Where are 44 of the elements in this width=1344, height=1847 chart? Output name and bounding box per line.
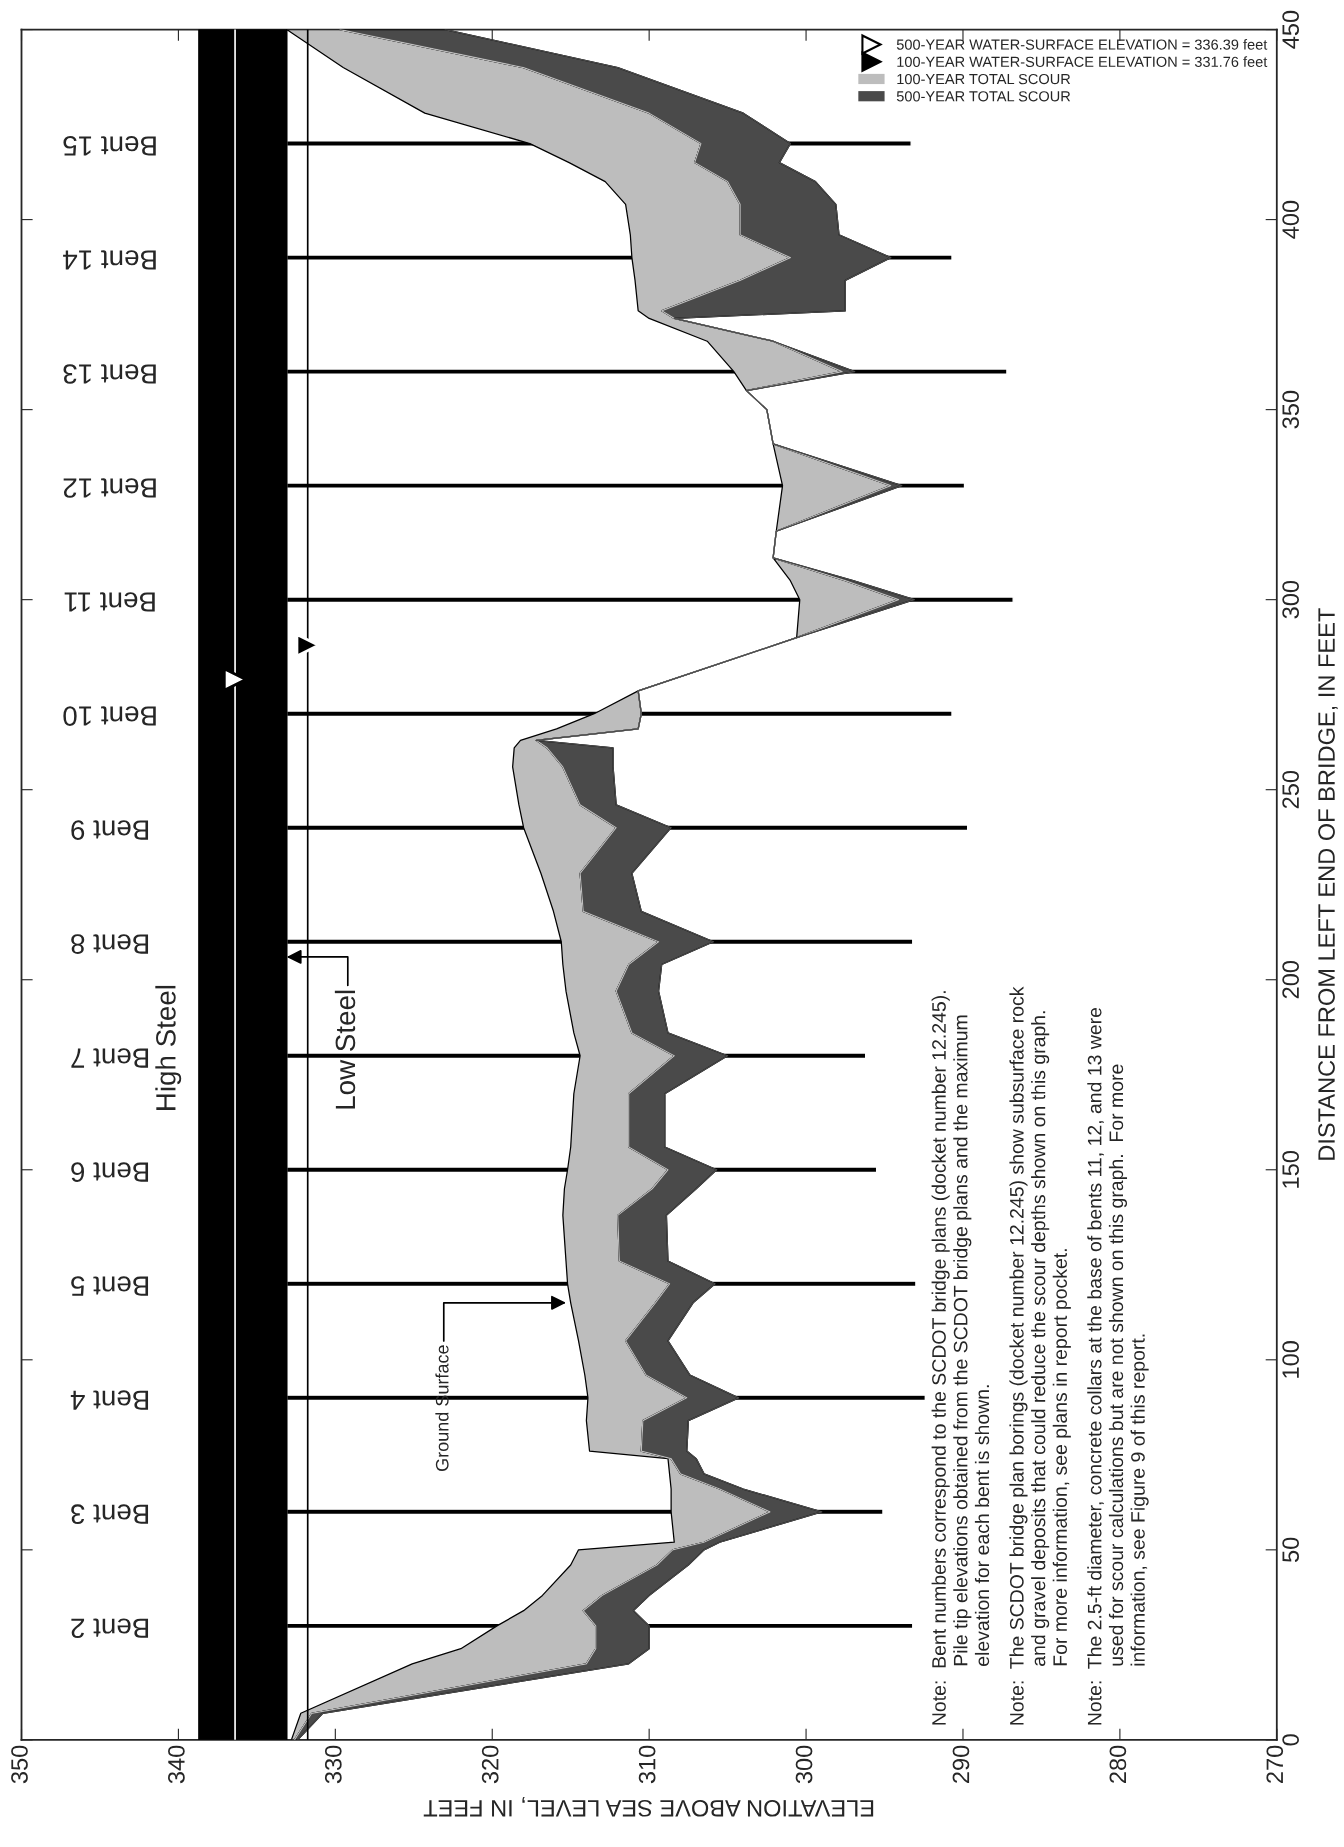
legend-label: 500-YEAR TOTAL SCOUR: [896, 91, 1071, 102]
legend-label: 100-YEAR TOTAL SCOUR: [897, 73, 1071, 85]
annotation: Bent 5: [71, 1276, 149, 1296]
x-tick-label: 300: [795, 1745, 813, 1784]
annotation: Bent 9: [71, 820, 149, 840]
x-axis-title: ELEVATION ABOVE SEA LEVEL, IN FEET: [423, 1797, 874, 1817]
annotation: Bent 14: [63, 250, 156, 270]
y-tick-label: 100: [1282, 1341, 1299, 1378]
annotation: Bent 10: [63, 706, 156, 726]
x-tick-label: 280: [1109, 1745, 1127, 1783]
y-tick-label: 350: [1282, 390, 1299, 429]
x-tick-label: 340: [168, 1745, 185, 1784]
annotation: Bent 13: [63, 364, 156, 384]
x-tick-label: 310: [638, 1745, 656, 1784]
annotation: High Steel: [155, 985, 182, 1110]
y-tick-label: 300: [1282, 580, 1299, 619]
annotation: Bent 3: [71, 1504, 149, 1525]
annotation: Bent 8: [71, 934, 149, 954]
y-tick-label: 150: [1282, 1150, 1299, 1188]
y-tick-label: 0: [1282, 1734, 1299, 1746]
annotation: Low Steel: [334, 990, 356, 1109]
annotation: Bent 12: [63, 478, 156, 498]
annotation: Bent 7: [71, 1048, 149, 1068]
annotation: Note: The 2.5-ft diameter, concrete collars at the base of bents 11, 12, and 13 were used for scour calculations but are not shown on this graph. For more information, see Figure 9 of this report.: [1087, 1007, 1149, 1725]
y-tick-label: 400: [1282, 200, 1299, 239]
y-axis-title: DISTANCE FROM LEFT END OF BRIDGE, IN FEET: [1318, 608, 1338, 1160]
legend-label: 500-YEAR WATER-SURFACE ELEVATION = 336.39 feet: [896, 39, 1268, 50]
legend-label: 100-YEAR WATER-SURFACE ELEVATION = 331.76 feet: [897, 56, 1268, 67]
annotation: Bent 11: [64, 592, 155, 612]
y-tick-label: 250: [1282, 770, 1299, 809]
x-tick-label: 350: [11, 1745, 28, 1784]
x-tick-label: 290: [952, 1745, 970, 1783]
annotation: Note: Bent numbers correspond to the SCDOT bridge plans (docket number 12.245). Pile tip elevations obtained from the SCDOT bridge plans and the maximum elevation for each bent is shown.: [931, 991, 990, 1725]
y-tick-label: 450: [1282, 10, 1299, 49]
annotation: Note: The SCDOT bridge plan borings (docket number 12.245) show subsurface rock and gravel deposits that could reduce the scour depths shown on this graph. For more information, see plans in report pocket.: [1009, 986, 1071, 1725]
annotation: Bent 6: [71, 1162, 149, 1182]
x-tick-label: 270: [1266, 1745, 1284, 1783]
annotation: Bent 2: [71, 1618, 149, 1639]
annotation: Bent 4: [70, 1390, 149, 1410]
x-tick-label: 320: [481, 1745, 499, 1784]
y-tick-label: 200: [1282, 960, 1299, 999]
y-tick-label: 50: [1282, 1537, 1299, 1563]
x-tick-label: 330: [324, 1745, 342, 1784]
annotation: Bent 15: [63, 136, 156, 156]
